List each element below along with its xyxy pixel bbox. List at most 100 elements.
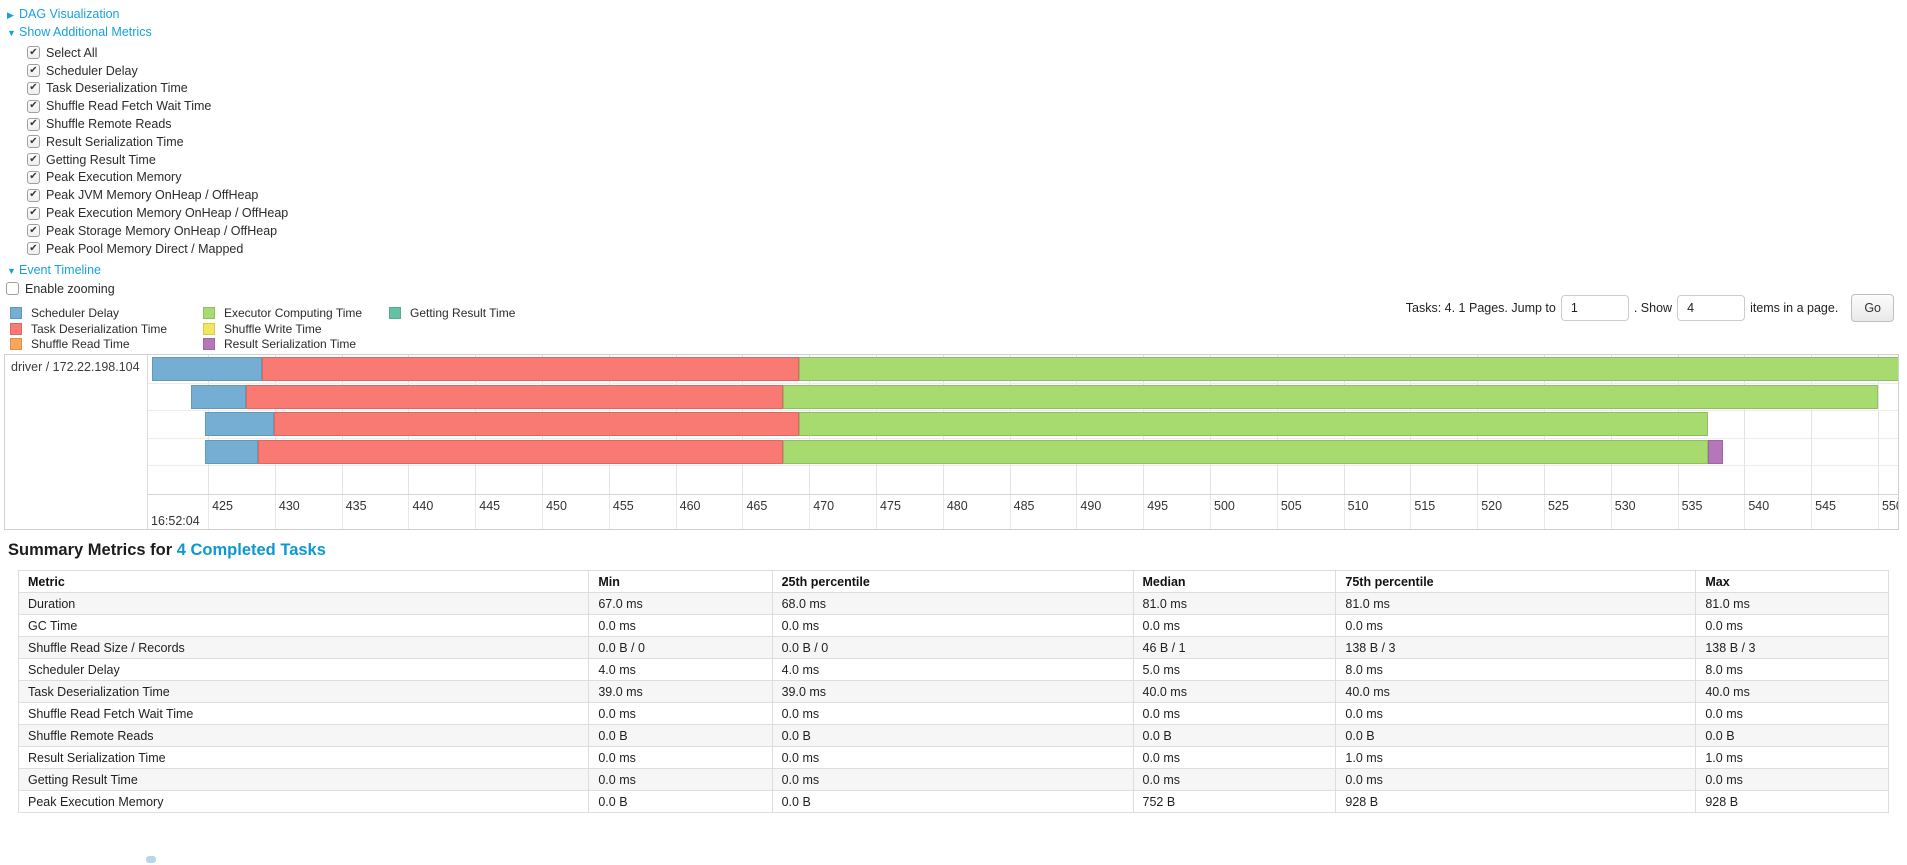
metric-value-cell: 928 B (1695, 790, 1889, 813)
metric-value-cell: 0.0 B (1695, 724, 1889, 747)
axis-tick-mark (341, 495, 343, 529)
metric-checkbox-row: ✔ Select All (27, 44, 288, 62)
task-timeline-bar[interactable] (205, 439, 1723, 464)
legend-label: Task Deserialization Time (31, 321, 168, 336)
metric-value-cell: 39.0 ms (771, 680, 1134, 703)
metric-name-cell: Shuffle Remote Reads (17, 724, 590, 747)
axis-tick-label: 460 (679, 499, 701, 513)
checkbox-result-serialization-time[interactable]: ✔ (27, 135, 40, 149)
axis-tick-label: 510 (1347, 499, 1369, 513)
metric-checkbox-row: ✔ Peak Pool Memory Direct / Mapped (27, 240, 288, 258)
legend-label: Shuffle Read Time (31, 337, 130, 352)
axis-tick-mark (608, 495, 610, 529)
pagination-summary-text: Tasks: 4. 1 Pages. Jump to (1405, 301, 1556, 315)
legend-label: Executor Computing Time (224, 305, 363, 320)
checkbox-select-all[interactable]: ✔ (27, 46, 40, 60)
metric-value-cell: 0.0 ms (588, 614, 773, 637)
axis-tick-label: 545 (1815, 499, 1837, 513)
metric-value-cell: 40.0 ms (1132, 680, 1337, 703)
checkbox-getting-result-time[interactable]: ✔ (27, 153, 40, 167)
legend-label: Shuffle Write Time (224, 321, 322, 336)
dag-visualization-toggle[interactable]: ▶ DAG Visualization (7, 7, 120, 21)
metric-value-cell: 67.0 ms (588, 592, 773, 615)
legend-swatch-icon (10, 322, 22, 335)
legend-label: Getting Result Time (410, 305, 516, 320)
event-timeline-toggle[interactable]: ▼ Event Timeline (7, 263, 101, 277)
metric-value-cell: 0.0 B / 0 (771, 636, 1134, 659)
legend-column: Executor Computing Time Shuffle Write Tim… (203, 305, 362, 352)
legend-column: Scheduler Delay Task Deserialization Time… (10, 305, 167, 352)
enable-zooming-checkbox[interactable] (6, 282, 19, 296)
metric-value-cell: 0.0 B / 0 (588, 636, 773, 659)
table-row: GC Time 0.0 ms 0.0 ms 0.0 ms 0.0 ms 0.0 ms (17, 614, 1889, 637)
axis-tick-mark (1677, 495, 1679, 529)
metric-checkbox-row: ✔ Scheduler Delay (27, 62, 288, 80)
metric-value-cell: 81.0 ms (1132, 592, 1337, 615)
axis-tick-label: 505 (1280, 499, 1302, 513)
metric-value-cell: 0.0 ms (1335, 768, 1697, 791)
jump-to-page-input[interactable] (1560, 295, 1629, 321)
axis-tick-label: 485 (1013, 499, 1035, 513)
table-row: Result Serialization Time 0.0 ms 0.0 ms 0.0… (17, 746, 1889, 769)
axis-tick-label: 490 (1080, 499, 1102, 513)
checkbox-task-deserialization-time[interactable]: ✔ (27, 81, 40, 95)
completed-tasks-link[interactable]: 4 Completed Tasks (176, 541, 326, 559)
axis-tick-mark (1343, 495, 1345, 529)
metric-name-cell: Task Deserialization Time (17, 680, 590, 703)
task-segment-scheduler-delay (205, 439, 258, 464)
table-row: Task Deserialization Time 39.0 ms 39.0 ms 4… (17, 680, 1889, 703)
metric-value-cell: 0.0 ms (1335, 702, 1697, 725)
checkbox-peak-execution-memory-onheap-offheap[interactable]: ✔ (27, 206, 40, 220)
task-timeline-bar[interactable] (152, 357, 1898, 381)
show-additional-metrics-toggle[interactable]: ▼ Show Additional Metrics (7, 25, 152, 39)
axis-tick-mark (1477, 495, 1479, 529)
metric-value-cell: 928 B (1335, 790, 1697, 813)
checkbox-shuffle-remote-reads[interactable]: ✔ (27, 117, 40, 131)
checkbox-peak-execution-memory[interactable]: ✔ (27, 170, 40, 184)
summary-heading-prefix: Summary Metrics for (8, 541, 177, 559)
metric-value-cell: 0.0 B (1335, 724, 1697, 747)
metric-value-cell: 138 B / 3 (1335, 636, 1697, 659)
metric-value-cell: 0.0 ms (771, 702, 1134, 725)
metric-value-cell: 0.0 ms (1132, 746, 1337, 769)
go-button[interactable]: Go (1851, 294, 1894, 322)
metric-name-cell: Result Serialization Time (17, 746, 590, 769)
row-separator (148, 437, 1898, 439)
metric-value-cell: 0.0 ms (1695, 702, 1889, 725)
metric-value-cell: 0.0 ms (1335, 614, 1697, 637)
axis-tick-label: 500 (1214, 499, 1235, 513)
checkbox-peak-pool-memory-direct-mapped[interactable]: ✔ (27, 242, 40, 256)
pagination-items-text: items in a page. (1750, 301, 1839, 315)
checkbox-scheduler-delay[interactable]: ✔ (27, 64, 40, 78)
checkbox-peak-jvm-memory-onheap-offheap[interactable]: ✔ (27, 188, 40, 202)
timeline-plot-area (148, 355, 1898, 494)
checkbox-shuffle-read-fetch-wait-time[interactable]: ✔ (27, 99, 40, 113)
table-header-cell: Metric (17, 570, 590, 593)
axis-tick-label: 445 (479, 499, 501, 513)
legend-swatch-icon (10, 306, 22, 319)
enable-zooming-label: Enable zooming (25, 281, 115, 296)
task-timeline-bar[interactable] (205, 412, 1709, 436)
task-segment-result-serialization (1708, 439, 1723, 464)
table-row: Shuffle Read Fetch Wait Time 0.0 ms 0.0 ms… (17, 702, 1889, 725)
axis-gridline (1811, 355, 1813, 494)
metric-name-cell: GC Time (17, 614, 590, 637)
metric-value-cell: 5.0 ms (1132, 658, 1337, 681)
checkbox-label: Peak Execution Memory OnHeap / OffHeap (46, 206, 289, 221)
axis-tick-label: 515 (1414, 499, 1436, 513)
axis-tick-mark (1610, 495, 1612, 529)
task-timeline-bar[interactable] (190, 384, 1878, 409)
dag-visualization-label: DAG Visualization (19, 7, 120, 21)
metric-value-cell: 1.0 ms (1695, 746, 1889, 769)
legend-label: Result Serialization Time (224, 337, 357, 352)
metric-checkbox-row: ✔ Getting Result Time (27, 151, 288, 169)
legend-swatch-icon (389, 306, 401, 319)
metric-name-cell: Scheduler Delay (17, 658, 590, 681)
items-per-page-input[interactable] (1677, 295, 1746, 321)
row-separator (148, 465, 1898, 466)
checkbox-peak-storage-memory-onheap-offheap[interactable]: ✔ (27, 224, 40, 238)
legend-swatch-icon (203, 322, 215, 335)
collapse-arrow-icon: ▼ (7, 266, 16, 276)
legend-item: Scheduler Delay (10, 305, 167, 321)
task-segment-task-deserialization (273, 412, 799, 436)
